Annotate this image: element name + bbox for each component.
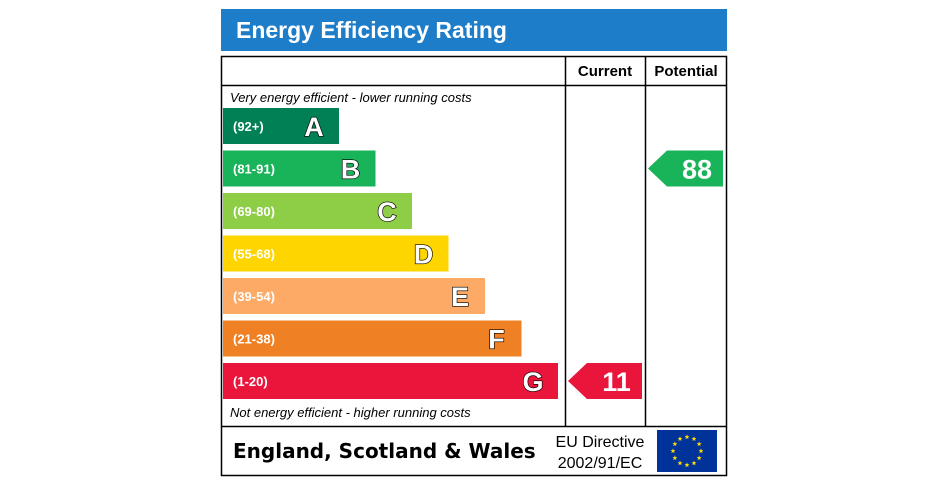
eu-flag-star <box>691 460 697 466</box>
band-range-e: (39-54) <box>233 289 275 304</box>
eu-flag-stars <box>670 434 704 468</box>
eu-flag-star <box>691 436 697 441</box>
potential-rating-value: 88 <box>682 155 712 185</box>
potential-column-header: Potential <box>654 63 717 80</box>
band-letter-g: G <box>522 367 543 397</box>
bottom-note: Not energy efficient - higher running co… <box>230 405 471 420</box>
title-bar <box>221 9 727 51</box>
chart-title: Energy Efficiency Rating <box>236 17 507 43</box>
band-letter-c: C <box>377 197 397 227</box>
band-bar-e <box>223 278 485 314</box>
band-range-g: (1-20) <box>233 374 268 389</box>
eu-flag-icon <box>657 430 717 472</box>
potential-rating-arrow <box>648 150 723 187</box>
band-letter-b: B <box>341 155 361 185</box>
eu-flag-star <box>672 455 678 461</box>
band-range-d: (55-68) <box>233 247 275 262</box>
eu-flag-star <box>677 460 683 466</box>
band-bar-c <box>223 193 412 229</box>
band-letter-e: E <box>451 282 469 312</box>
band-letter-d: D <box>414 240 434 270</box>
eu-flag-star <box>672 441 678 447</box>
current-rating-arrow <box>568 363 642 399</box>
band-range-b: (81-91) <box>233 162 275 177</box>
eu-flag-star <box>698 448 704 454</box>
eu-flag-star <box>670 448 676 454</box>
footer-directive-line1: EU Directive <box>556 434 645 451</box>
eu-flag-star <box>696 455 702 461</box>
eu-flag-star <box>684 462 690 468</box>
band-range-c: (69-80) <box>233 204 275 219</box>
band-bar-f <box>223 320 522 357</box>
footer-region: England, Scotland & Wales <box>233 439 536 463</box>
chart-frame <box>220 55 728 477</box>
current-column-header: Current <box>578 63 632 80</box>
eu-flag-star <box>684 434 690 440</box>
band-range-a: (92+) <box>233 119 264 134</box>
eu-flag-star <box>677 436 683 441</box>
top-note: Very energy efficient - lower running co… <box>230 90 472 105</box>
current-rating-value: 11 <box>602 367 631 397</box>
band-bar-b <box>223 150 376 187</box>
footer-directive-line2: 2002/91/EC <box>558 455 643 472</box>
band-range-f: (21-38) <box>233 332 275 347</box>
bands: (92+) (81-91) (69-80) (55-68) (39-54) (2… <box>223 108 558 399</box>
band-bar-d <box>223 235 449 272</box>
band-letter-a: A <box>304 112 324 142</box>
band-letter-f: F <box>488 325 505 355</box>
eu-flag-star <box>696 441 702 447</box>
band-bar-a <box>223 108 339 144</box>
band-bar-g <box>223 363 558 399</box>
